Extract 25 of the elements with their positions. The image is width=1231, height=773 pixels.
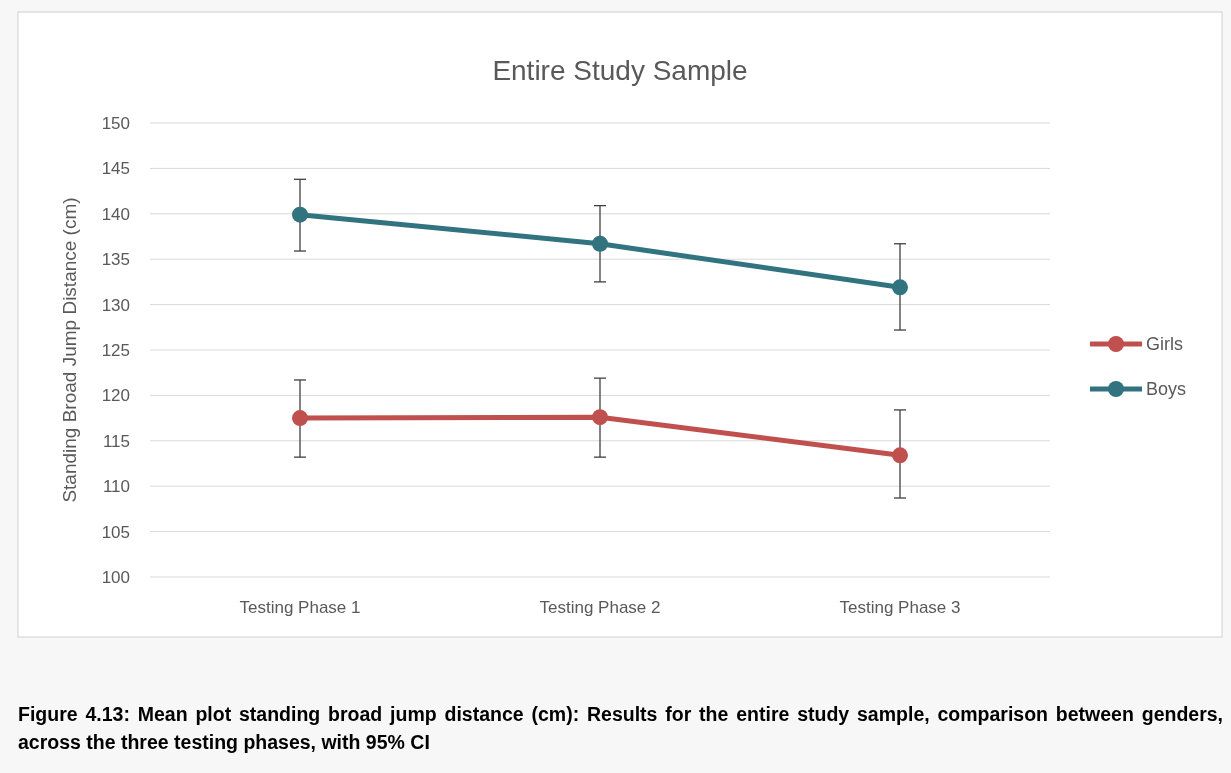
x-tick-label: Testing Phase 1 [239, 598, 361, 617]
point [592, 235, 608, 252]
chart-title: Entire Study Sample [492, 55, 748, 86]
y-tick-label: 145 [101, 159, 130, 179]
legend-label: Girls [1146, 334, 1183, 355]
x-tick-label: Testing Phase 2 [539, 598, 661, 617]
point [892, 447, 908, 464]
y-axis-title: Standing Broad Jump Distance (cm) [59, 197, 80, 503]
x-tick-label: Testing Phase 3 [839, 598, 961, 617]
y-tick-label: 110 [102, 477, 130, 497]
y-tick-label: 135 [101, 250, 130, 270]
point [592, 409, 608, 426]
point [892, 279, 908, 296]
point [292, 410, 308, 427]
legend-label: Boys [1146, 379, 1187, 400]
y-tick-label: 115 [102, 431, 130, 451]
y-tick-label: 150 [101, 113, 130, 133]
y-tick-label: 140 [101, 204, 130, 224]
y-tick-label: 120 [101, 386, 130, 406]
y-tick-label: 125 [101, 340, 130, 360]
point [292, 206, 308, 223]
y-tick-label: 100 [101, 567, 130, 587]
y-tick-label: 105 [101, 522, 130, 542]
y-tick-label: 130 [101, 295, 130, 315]
caption: Figure 4.13: Mean plot standing broad jump distance (cm): Results for the entire study sample, comparison between genders, across the three testing phases, with 95% CI [18, 702, 1223, 755]
